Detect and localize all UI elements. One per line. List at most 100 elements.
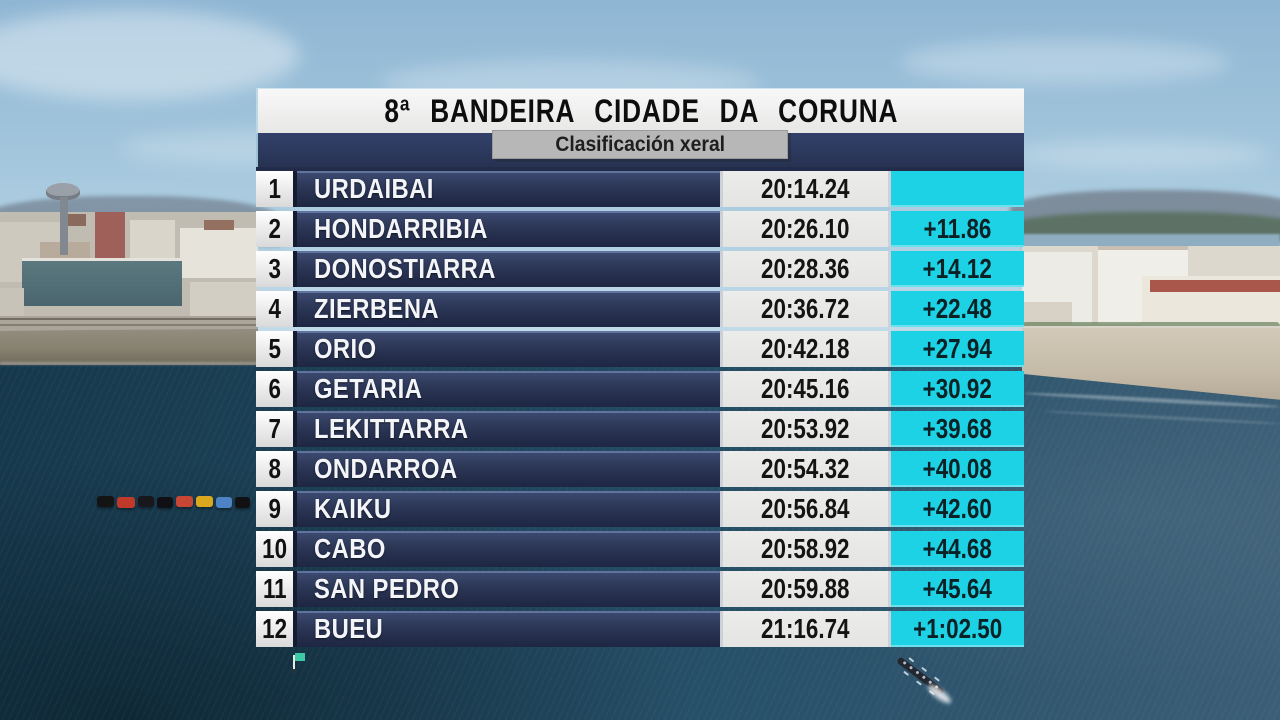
table-row: 9 KAIKU 20:56.84 +42.60 <box>256 491 1024 527</box>
column-divider <box>888 411 891 447</box>
gap-value: +30.92 <box>922 373 993 404</box>
team-cell: LEKITTARRA <box>297 411 720 447</box>
rooftop <box>204 220 234 230</box>
time-value: 20:59.88 <box>761 573 850 604</box>
buoy <box>157 497 173 508</box>
glass-building <box>22 258 182 306</box>
table-row: 11 SAN PEDRO 20:59.88 +45.64 <box>256 571 1024 607</box>
rank-cell: 7 <box>256 411 293 447</box>
table-row: 4 ZIERBENA 20:36.72 +22.48 <box>256 291 1024 327</box>
column-divider <box>888 211 891 247</box>
time-value: 20:14.24 <box>761 173 850 204</box>
buoy <box>97 496 114 507</box>
gap-value: +27.94 <box>922 333 993 364</box>
buoy <box>196 496 213 507</box>
gap-cell: +27.94 <box>891 331 1024 367</box>
gap-value: +22.48 <box>922 293 993 324</box>
gap-cell: +39.68 <box>891 411 1024 447</box>
column-divider <box>293 251 297 287</box>
team-cell: CABO <box>297 531 720 567</box>
rank-cell: 3 <box>256 251 293 287</box>
column-divider <box>720 531 723 567</box>
column-divider <box>888 531 891 567</box>
flag-buoy-base <box>291 669 297 674</box>
rank-value: 3 <box>268 253 281 284</box>
race-title: 8ª BANDEIRA CIDADE DA CORUNA <box>384 92 898 129</box>
column-divider <box>888 451 891 487</box>
classification-label-box: Clasificación xeral <box>492 130 788 159</box>
rank-value: 5 <box>268 333 281 364</box>
flag-buoy-pole <box>293 655 295 671</box>
rank-cell: 10 <box>256 531 293 567</box>
column-divider <box>720 411 723 447</box>
buoy <box>138 496 154 507</box>
rank-cell: 6 <box>256 371 293 407</box>
table-row: 7 LEKITTARRA 20:53.92 +39.68 <box>256 411 1024 447</box>
table-row: 2 HONDARRIBIA 20:26.10 +11.86 <box>256 211 1024 247</box>
oar <box>908 657 915 663</box>
time-cell: 20:53.92 <box>723 411 888 447</box>
team-name: LEKITTARRA <box>314 413 469 444</box>
column-divider <box>720 611 723 647</box>
time-cell: 20:36.72 <box>723 291 888 327</box>
flag-buoy-icon <box>295 653 305 661</box>
rank-value: 10 <box>262 533 287 564</box>
gap-value: +45.64 <box>922 573 993 604</box>
team-cell: KAIKU <box>297 491 720 527</box>
team-cell: SAN PEDRO <box>297 571 720 607</box>
gap-cell: +42.60 <box>891 491 1024 527</box>
column-divider <box>293 411 297 447</box>
gap-value: +1:02.50 <box>912 613 1003 644</box>
course-buoy-line <box>97 496 267 512</box>
time-cell: 20:45.16 <box>723 371 888 407</box>
rank-value: 7 <box>268 413 281 444</box>
gap-cell: +44.68 <box>891 531 1024 567</box>
team-cell: ORIO <box>297 331 720 367</box>
column-divider <box>720 451 723 487</box>
rank-value: 4 <box>268 293 281 324</box>
header-divider <box>256 167 1024 171</box>
oar <box>921 666 928 673</box>
column-divider <box>293 331 297 367</box>
rank-value: 2 <box>268 213 281 244</box>
column-divider <box>888 171 891 207</box>
time-value: 20:53.92 <box>761 413 850 444</box>
cloud <box>900 40 1230 84</box>
rank-cell: 5 <box>256 331 293 367</box>
team-name: ONDARROA <box>314 453 458 484</box>
rank-cell: 12 <box>256 611 293 647</box>
column-divider <box>293 291 297 327</box>
time-cell: 20:58.92 <box>723 531 888 567</box>
railing <box>0 318 258 320</box>
rank-cell: 1 <box>256 171 293 207</box>
column-divider <box>888 331 891 367</box>
city-right <box>1022 246 1280 334</box>
buoy <box>216 497 232 508</box>
cloud <box>1010 140 1270 170</box>
column-divider <box>720 371 723 407</box>
scoreboard: 8ª BANDEIRA CIDADE DA CORUNA Clasificaci… <box>256 88 1024 647</box>
column-divider <box>720 491 723 527</box>
rank-value: 8 <box>268 453 281 484</box>
building <box>180 228 258 278</box>
shore-foam <box>0 362 258 365</box>
buoy <box>117 497 135 508</box>
column-divider <box>293 451 297 487</box>
gap-cell: +22.48 <box>891 291 1024 327</box>
gap-cell: +1:02.50 <box>891 611 1024 647</box>
building <box>190 282 258 318</box>
rank-cell: 11 <box>256 571 293 607</box>
team-name: HONDARRIBIA <box>314 213 488 244</box>
team-name: SAN PEDRO <box>314 573 460 604</box>
rank-value: 1 <box>268 173 281 204</box>
railing <box>0 324 258 326</box>
team-cell: DONOSTIARRA <box>297 251 720 287</box>
standings-rows: 1 URDAIBAI 20:14.24 2 HONDARRIBIA 20:26.… <box>256 171 1024 647</box>
table-row: 12 BUEU 21:16.74 +1:02.50 <box>256 611 1024 647</box>
team-cell: ONDARROA <box>297 451 720 487</box>
gap-value: +11.86 <box>923 213 992 244</box>
column-divider <box>720 171 723 207</box>
team-cell: URDAIBAI <box>297 171 720 207</box>
time-cell: 20:42.18 <box>723 331 888 367</box>
